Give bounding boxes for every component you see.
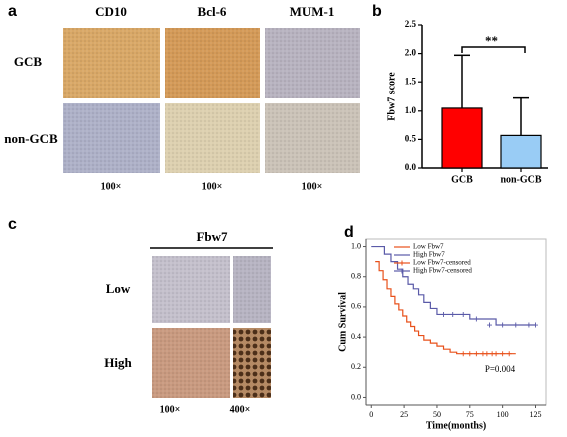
x-tick-label: 25 <box>400 410 408 419</box>
significance-bracket <box>461 46 526 53</box>
y-tick-label: 1.0 <box>405 105 417 115</box>
x-tick-label: 0 <box>369 410 373 419</box>
annotation: P=0.004 <box>485 364 516 374</box>
y-tick-label: 0.8 <box>351 272 361 281</box>
micrographs-a <box>63 28 360 173</box>
x-axis-label: Time(months) <box>426 420 486 431</box>
x-tick-label: GCB <box>451 174 473 185</box>
column-header: CD10 <box>95 4 127 19</box>
y-axis-label: Cum Survival <box>337 292 348 352</box>
column-header: Bcl-6 <box>198 4 227 19</box>
censor-mark <box>500 351 506 357</box>
magnification: 100× <box>202 181 223 192</box>
y-tick-label: 1.0 <box>351 241 361 250</box>
censor-mark <box>484 351 490 357</box>
micrographs-c <box>150 247 273 398</box>
survival-curve <box>375 261 516 355</box>
censor-mark <box>532 322 538 328</box>
y-tick-label: 0.0 <box>351 392 361 401</box>
censor-mark <box>487 322 493 328</box>
y-tick-label: 2.0 <box>405 48 417 58</box>
censor-mark <box>460 351 466 357</box>
x-tick-label: 100 <box>497 410 509 419</box>
panel-label: c <box>8 216 17 233</box>
legend-label: High Fbw7-censored <box>413 267 472 275</box>
censor-mark <box>460 311 466 317</box>
censor-mark <box>493 351 499 357</box>
censor-mark <box>467 351 473 357</box>
legend-label: Low Fbw7 <box>413 243 444 251</box>
y-tick-label: 0.2 <box>351 362 361 371</box>
censor-mark <box>500 322 506 328</box>
censor-mark <box>473 351 479 357</box>
row-label: High <box>104 355 132 370</box>
bar <box>500 134 542 169</box>
y-tick-label: 0.6 <box>351 302 361 311</box>
panel-label: b <box>372 3 382 20</box>
significance: ** <box>485 33 498 48</box>
x-tick-label: non-GCB <box>500 174 541 185</box>
column-header: MUM-1 <box>290 4 335 19</box>
y-tick-label: 0.4 <box>351 332 361 341</box>
row-label: Low <box>106 281 131 296</box>
panel-label: a <box>8 3 17 20</box>
magnification: 100× <box>302 181 323 192</box>
y-tick-label: 1.5 <box>405 76 417 86</box>
censor-mark <box>526 322 532 328</box>
panel-title: Fbw7 <box>196 229 228 244</box>
panel-label: d <box>344 224 354 241</box>
bar <box>441 107 483 169</box>
x-tick-label: 75 <box>466 410 474 419</box>
legend-label: High Fbw7 <box>413 251 445 259</box>
censor-mark <box>513 322 519 328</box>
censor-mark <box>473 316 479 322</box>
censor-mark <box>450 311 456 317</box>
legend-label: Low Fbw7-censored <box>413 259 471 267</box>
censor-mark <box>506 351 512 357</box>
row-label: GCB <box>14 54 43 69</box>
row-label: non-GCB <box>4 131 58 146</box>
y-tick-label: 0.5 <box>405 133 417 143</box>
y-axis-label: Fbw7 score <box>386 72 397 121</box>
censor-mark <box>441 311 447 317</box>
magnification: 100× <box>160 404 181 415</box>
x-tick-label: 125 <box>529 410 541 419</box>
magnification: 400× <box>230 404 251 415</box>
y-tick-label: 0.0 <box>405 162 417 172</box>
y-tick-label: 2.5 <box>405 19 417 29</box>
x-tick-label: 50 <box>433 410 441 419</box>
magnification: 100× <box>101 181 122 192</box>
